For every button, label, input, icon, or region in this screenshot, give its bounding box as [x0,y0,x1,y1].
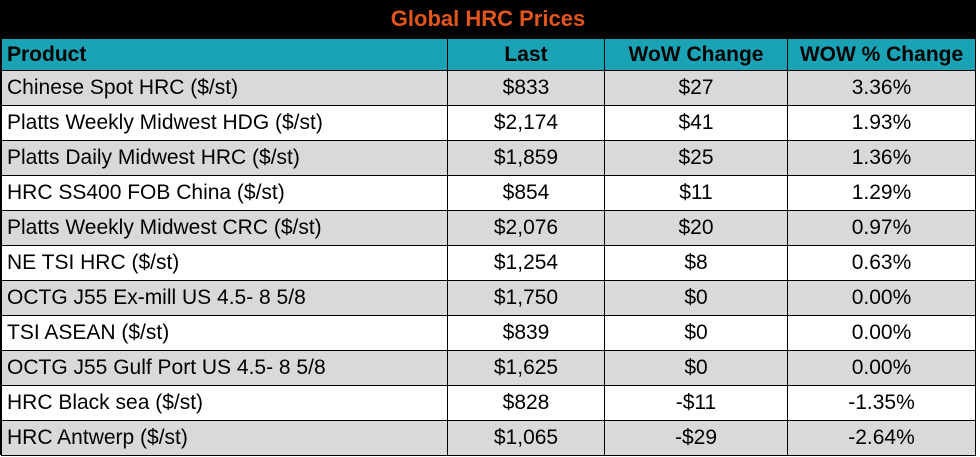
cell-wow-pct-change: 1.36% [787,140,976,176]
table-row: NE TSI HRC ($/st) $1,254 $8 0.63% [1,245,976,281]
cell-product: Platts Weekly Midwest CRC ($/st) [1,210,448,246]
cell-wow-pct-change: -1.35% [787,385,976,421]
cell-wow-change: $41 [604,105,788,141]
cell-wow-change: $11 [604,175,788,211]
cell-product: TSI ASEAN ($/st) [1,315,448,351]
cell-last: $2,174 [447,105,605,141]
table-row: Chinese Spot HRC ($/st) $833 $27 3.36% [1,70,976,106]
cell-product: OCTG J55 Gulf Port US 4.5- 8 5/8 [1,350,448,386]
cell-last: $828 [447,385,605,421]
cell-last: $833 [447,70,605,106]
table-row: Platts Daily Midwest HRC ($/st) $1,859 $25… [1,140,976,176]
table-row: TSI ASEAN ($/st) $839 $0 0.00% [1,315,976,351]
header-row: Product Last WoW Change WOW % Change [1,38,976,71]
cell-product: OCTG J55 Ex-mill US 4.5- 8 5/8 [1,280,448,316]
cell-wow-change: $0 [604,350,788,386]
cell-wow-pct-change: -2.64% [787,420,976,456]
cell-wow-pct-change: 0.00% [787,280,976,316]
table-row: HRC Black sea ($/st) $828 -$11 -1.35% [1,385,976,421]
cell-wow-pct-change: 0.00% [787,350,976,386]
cell-product: NE TSI HRC ($/st) [1,245,448,281]
cell-product: HRC Black sea ($/st) [1,385,448,421]
table-row: Platts Weekly Midwest CRC ($/st) $2,076 $2… [1,210,976,246]
cell-wow-change: $25 [604,140,788,176]
cell-wow-change: $27 [604,70,788,106]
cell-last: $1,750 [447,280,605,316]
cell-last: $1,254 [447,245,605,281]
cell-wow-change: $0 [604,280,788,316]
table-row: HRC Antwerp ($/st) $1,065 -$29 -2.64% [1,420,976,456]
cell-wow-pct-change: 0.97% [787,210,976,246]
cell-wow-pct-change: 0.00% [787,315,976,351]
table-row: OCTG J55 Gulf Port US 4.5- 8 5/8 $1,625 $0… [1,350,976,386]
cell-wow-pct-change: 0.63% [787,245,976,281]
table-body: Chinese Spot HRC ($/st) $833 $27 3.36% Platt… [1,70,976,456]
table-header: Product Last WoW Change WOW % Change [1,38,976,71]
cell-wow-pct-change: 3.36% [787,70,976,106]
table-row: HRC SS400 FOB China ($/st) $854 $11 1.29% [1,175,976,211]
cell-product: HRC Antwerp ($/st) [1,420,448,456]
cell-wow-change: $8 [604,245,788,281]
cell-wow-change: $20 [604,210,788,246]
cell-product: Platts Weekly Midwest HDG ($/st) [1,105,448,141]
cell-product: Chinese Spot HRC ($/st) [1,70,448,106]
cell-product: HRC SS400 FOB China ($/st) [1,175,448,211]
column-header-wow-change: WoW Change [604,38,788,71]
cell-last: $1,625 [447,350,605,386]
price-table: Product Last WoW Change WOW % Change Chi… [1,38,976,456]
column-header-wow-pct-change: WOW % Change [787,38,976,71]
table-row: Platts Weekly Midwest HDG ($/st) $2,174 $4… [1,105,976,141]
cell-wow-pct-change: 1.93% [787,105,976,141]
cell-product: Platts Daily Midwest HRC ($/st) [1,140,448,176]
cell-wow-change: $0 [604,315,788,351]
cell-last: $854 [447,175,605,211]
cell-last: $2,076 [447,210,605,246]
cell-wow-change: -$11 [604,385,788,421]
table-title: Global HRC Prices [390,6,586,31]
column-header-last: Last [447,38,605,71]
table-row: OCTG J55 Ex-mill US 4.5- 8 5/8 $1,750 $0 0.… [1,280,976,316]
cell-wow-pct-change: 1.29% [787,175,976,211]
cell-wow-change: -$29 [604,420,788,456]
column-header-product: Product [1,38,448,71]
cell-last: $1,859 [447,140,605,176]
table-title-bar: Global HRC Prices [1,1,975,38]
cell-last: $839 [447,315,605,351]
cell-last: $1,065 [447,420,605,456]
